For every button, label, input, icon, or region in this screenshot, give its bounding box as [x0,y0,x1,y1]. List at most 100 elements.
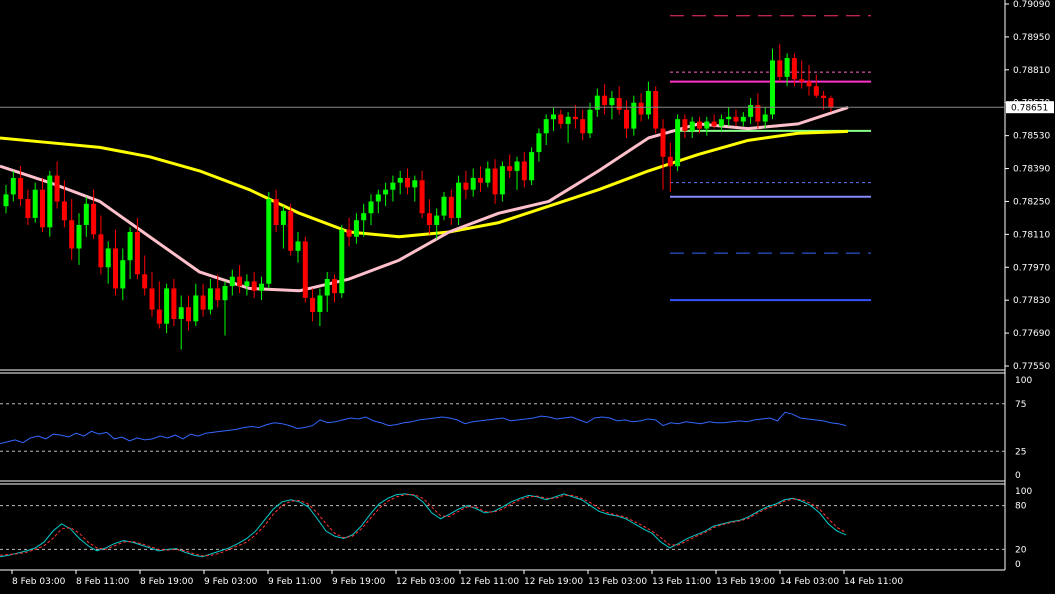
candle-body [186,307,191,322]
time-tick-label: 9 Feb 11:00 [268,577,322,587]
indicator-tick-label: 25 [1015,447,1026,457]
candle-body [426,213,432,225]
candle-body [339,229,345,294]
price-tick-label: 0.78390 [1013,165,1050,175]
candle-body [675,119,681,167]
moving-average-line [0,129,849,239]
candle-body [536,133,542,153]
candle-body [32,189,38,218]
time-tick-label: 8 Feb 11:00 [76,577,130,587]
candle-body [295,241,301,251]
candle-body [602,95,608,106]
candle-body [777,60,783,77]
candle-body [726,116,732,120]
candle-body [405,177,410,188]
candle-body [134,232,140,275]
time-tick-label: 14 Feb 11:00 [844,577,903,587]
time-axis: 8 Feb 03:00 8 Feb 11:00 8 Feb 19:00 9 Feb 0… [11,570,903,587]
candle-body [105,248,111,268]
indicator-line [0,493,847,558]
candle-body [310,297,316,312]
candle-body [434,215,440,225]
time-tick-label: 12 Feb 19:00 [524,577,583,587]
candle-body [171,288,177,319]
candle-body [492,168,498,195]
candle-body [740,116,746,122]
time-tick-label: 12 Feb 03:00 [396,577,455,587]
time-tick-label: 13 Feb 11:00 [652,577,711,587]
candle-body [653,90,659,129]
candle-body [390,182,396,190]
candle-body [142,274,148,289]
candle-body [302,241,308,298]
candle-body [10,177,16,195]
candle-body [660,128,666,157]
candle-body [127,232,133,261]
rsi-y-axis: 100 75 25 0 [1015,376,1032,481]
candle-body [485,168,491,183]
candle-body [821,95,827,99]
time-tick-label: 14 Feb 03:00 [780,577,839,587]
candle-body [383,189,389,195]
candle-body [441,196,447,216]
time-tick-label: 13 Feb 19:00 [716,577,775,587]
candle-body [645,90,651,115]
candle-body [164,288,170,324]
price-horizontal-levels [670,15,871,302]
candle-body [507,166,513,171]
candle-body [237,276,243,287]
candle-body [76,224,82,249]
price-tick-label: 0.79090 [1013,0,1050,10]
candle-body [689,121,695,131]
candle-body [667,156,673,167]
stochastic-y-axis: 100 80 20 0 [1015,487,1032,570]
candle-body [718,119,724,127]
candle-body [178,307,184,319]
candle-body [624,109,629,129]
candle-body [638,102,644,115]
candle-body [353,220,359,237]
indicator-tick-label: 20 [1015,545,1027,555]
candle-body [478,177,483,183]
candle-body [266,199,272,284]
candle-body [762,114,768,122]
time-tick-label: 9 Feb 03:00 [204,577,258,587]
candle-body [251,281,257,291]
candle-body [324,279,330,296]
indicator-tick-label: 80 [1015,502,1027,512]
candle-body [375,194,381,202]
candle-body [806,81,812,87]
price-tick-label: 0.78110 [1013,230,1050,240]
candle-body [580,119,586,134]
candlesticks [3,43,834,350]
candle-body [156,309,162,324]
time-tick-label: 8 Feb 03:00 [12,577,66,587]
candle-body [631,102,637,129]
candle-body [551,114,556,120]
price-tick-label: 0.78250 [1013,197,1050,207]
time-tick-label: 9 Feb 19:00 [332,577,386,587]
candle-body [784,58,790,77]
price-y-axis: 0.790900.789500.788100.786700.785300.783… [1005,0,1054,372]
candle-body [587,109,593,134]
price-tick-label: 0.77550 [1013,362,1050,372]
candle-body [3,194,9,207]
candle-body [229,276,235,287]
candle-body [47,175,53,228]
candle-body [346,229,352,237]
time-tick-label: 13 Feb 03:00 [588,577,647,587]
indicator-tick-label: 100 [1015,487,1032,497]
candle-body [419,180,425,214]
time-tick-label: 12 Feb 11:00 [460,577,519,587]
candle-body [332,279,337,294]
candle-body [828,98,834,108]
price-tick-label: 0.78950 [1013,33,1050,43]
candle-body [711,121,717,127]
candle-body [69,220,75,249]
candle-body [113,248,118,289]
candle-body [748,105,754,117]
candle-body [499,166,505,195]
price-tick-label: 0.77690 [1013,329,1050,339]
candle-body [207,288,213,310]
